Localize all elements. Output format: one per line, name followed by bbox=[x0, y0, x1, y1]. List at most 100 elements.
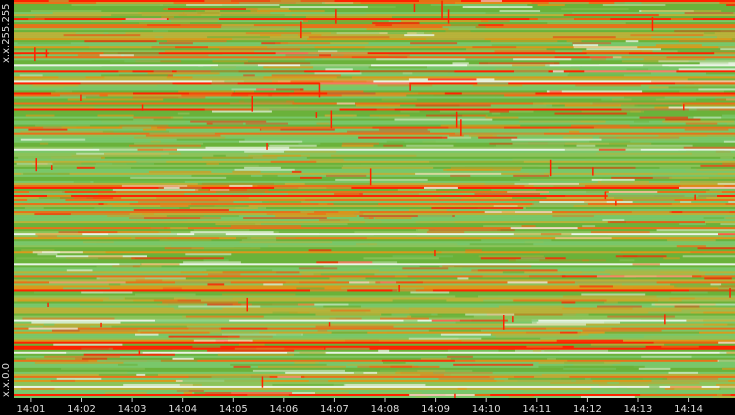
heatmap-cell bbox=[160, 205, 215, 208]
heatmap-cell bbox=[655, 44, 702, 47]
heatmap-cell bbox=[439, 265, 455, 268]
heatmap-cell bbox=[651, 219, 666, 222]
heatmap-cell bbox=[547, 357, 556, 361]
heatmap-cell bbox=[133, 209, 229, 212]
heatmap-cell bbox=[193, 229, 250, 232]
heatmap-spike bbox=[369, 168, 372, 186]
heatmap-cell bbox=[256, 88, 304, 91]
heatmap-cell bbox=[579, 182, 660, 186]
heatmap-row bbox=[14, 273, 735, 276]
heatmap-cell bbox=[561, 377, 643, 381]
heatmap-spike bbox=[328, 322, 331, 327]
heatmap-cell bbox=[212, 122, 244, 125]
heatmap-cell bbox=[684, 128, 729, 131]
heatmap-cell bbox=[616, 136, 670, 139]
heatmap-spike bbox=[455, 111, 458, 128]
heatmap-cell bbox=[679, 90, 724, 93]
heatmap-cell bbox=[563, 367, 617, 371]
heatmap-row bbox=[14, 239, 735, 242]
heatmap-cell bbox=[134, 136, 226, 139]
heatmap-cell bbox=[444, 373, 542, 377]
heatmap-cell bbox=[563, 295, 657, 298]
heatmap-cell bbox=[709, 108, 735, 111]
heatmap-cell bbox=[234, 168, 295, 172]
heatmap-cell bbox=[514, 70, 549, 73]
heatmap-cell bbox=[440, 333, 491, 336]
heatmap-cell bbox=[29, 190, 65, 194]
heatmap-cell bbox=[333, 383, 426, 387]
heatmap-cell bbox=[422, 140, 457, 143]
heatmap-cell bbox=[112, 188, 199, 192]
heatmap-rows bbox=[14, 0, 735, 398]
heatmap-spike bbox=[729, 288, 731, 298]
heatmap-cell bbox=[140, 263, 180, 266]
heatmap-row bbox=[14, 379, 735, 383]
heatmap-cell bbox=[250, 28, 285, 31]
heatmap-cell bbox=[262, 201, 302, 204]
heatmap-cell bbox=[21, 387, 55, 391]
heatmap-cell bbox=[167, 227, 188, 230]
heatmap-cell bbox=[147, 359, 198, 363]
heatmap-row bbox=[14, 140, 735, 143]
heatmap-cell bbox=[308, 249, 332, 252]
heatmap-cell bbox=[728, 201, 735, 204]
heatmap-row bbox=[14, 345, 735, 348]
heatmap-cell bbox=[355, 104, 401, 107]
heatmap-row bbox=[14, 381, 735, 385]
heatmap-cell bbox=[202, 271, 277, 274]
heatmap-cell bbox=[29, 86, 64, 89]
heatmap-cell bbox=[622, 255, 638, 258]
heatmap-cell bbox=[599, 136, 680, 139]
heatmap-cell bbox=[380, 369, 473, 373]
heatmap-cell bbox=[76, 166, 95, 170]
heatmap-cell bbox=[251, 108, 340, 111]
heatmap-cell bbox=[125, 18, 167, 21]
heatmap-cell bbox=[244, 62, 311, 65]
heatmap-row bbox=[14, 12, 735, 15]
heatmap-cell bbox=[188, 205, 249, 208]
heatmap-cell bbox=[363, 217, 374, 220]
heatmap-cell bbox=[457, 387, 467, 391]
heatmap-cell bbox=[569, 130, 580, 133]
heatmap-cell bbox=[563, 14, 659, 17]
heatmap-cell bbox=[667, 239, 716, 242]
heatmap-cell bbox=[81, 291, 133, 294]
heatmap-row bbox=[14, 315, 735, 318]
heatmap-cell bbox=[532, 349, 542, 352]
heatmap-cell bbox=[719, 385, 735, 389]
x-tick-label: 14:02 bbox=[67, 404, 96, 415]
heatmap-cell bbox=[477, 82, 509, 85]
heatmap-cell bbox=[118, 70, 133, 73]
heatmap-cell bbox=[323, 265, 420, 268]
heatmap-cell bbox=[601, 180, 634, 184]
heatmap-cell bbox=[512, 142, 610, 145]
heatmap-cell bbox=[631, 98, 656, 101]
heatmap-cell bbox=[668, 371, 698, 375]
heatmap-cell bbox=[431, 207, 524, 210]
heatmap-cell bbox=[133, 118, 154, 121]
heatmap-cell bbox=[31, 321, 121, 324]
heatmap-row bbox=[14, 301, 735, 304]
heatmap-cell bbox=[466, 48, 547, 51]
heatmap-cell bbox=[209, 279, 253, 282]
heatmap-row bbox=[14, 357, 735, 361]
heatmap-cell bbox=[661, 345, 699, 348]
heatmap-cell bbox=[105, 391, 147, 395]
heatmap-cell bbox=[173, 337, 210, 340]
heatmap-cell bbox=[604, 331, 700, 334]
heatmap-cell bbox=[235, 90, 254, 93]
heatmap-spike bbox=[141, 104, 144, 111]
heatmap-cell bbox=[218, 64, 258, 67]
heatmap-cell bbox=[643, 58, 706, 61]
heatmap-cell bbox=[300, 211, 315, 214]
heatmap-cell bbox=[477, 134, 493, 137]
heatmap-cell bbox=[555, 237, 612, 240]
heatmap-cell bbox=[550, 381, 608, 385]
heatmap-cell bbox=[319, 82, 410, 85]
heatmap-row bbox=[14, 138, 735, 141]
heatmap-cell bbox=[30, 371, 128, 375]
heatmap-row bbox=[14, 355, 735, 358]
heatmap-cell bbox=[611, 176, 672, 180]
heatmap-cell bbox=[381, 221, 432, 224]
heatmap-cell bbox=[252, 156, 307, 159]
